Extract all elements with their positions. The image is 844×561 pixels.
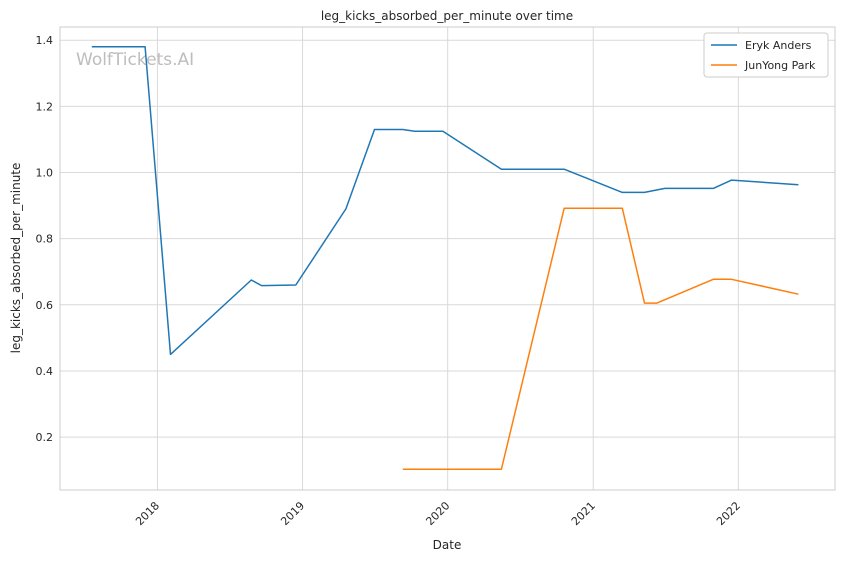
y-axis-title: leg_kicks_absorbed_per_minute — [9, 163, 23, 354]
legend-label: JunYong Park — [744, 59, 816, 72]
series-line-2 — [402, 207, 799, 470]
legend: Eryk Anders JunYong Park — [703, 32, 829, 78]
x-tick-label: 2020 — [423, 499, 452, 528]
y-tick-label: 0.4 — [36, 365, 54, 378]
series-line-1 — [91, 46, 799, 356]
x-tick-label: 2021 — [569, 499, 598, 528]
plot-frame — [59, 26, 836, 491]
watermark: WolfTickets.AI — [76, 50, 194, 70]
y-tick-label: 0.6 — [36, 299, 54, 312]
tick-labels: 0.2 0.4 0.6 0.8 1.0 1.2 1.4 2018 2019 2020 2021 202… — [36, 34, 744, 528]
grid-lines — [60, 27, 835, 490]
legend-label: Eryk Anders — [745, 39, 812, 52]
y-tick-label: 1.0 — [36, 167, 54, 180]
y-tick-label: 0.2 — [36, 431, 54, 444]
y-tick-label: 1.2 — [36, 100, 54, 113]
chart-title: leg_kicks_absorbed_per_minute over time — [321, 9, 573, 23]
x-tick-label: 2022 — [714, 499, 743, 528]
series-lines — [91, 46, 799, 470]
y-tick-label: 1.4 — [36, 34, 54, 47]
y-tick-label: 0.8 — [36, 233, 54, 246]
x-axis-title: Date — [433, 538, 462, 552]
x-tick-label: 2018 — [133, 499, 162, 528]
x-tick-label: 2019 — [278, 499, 307, 528]
legend-box — [703, 32, 829, 78]
